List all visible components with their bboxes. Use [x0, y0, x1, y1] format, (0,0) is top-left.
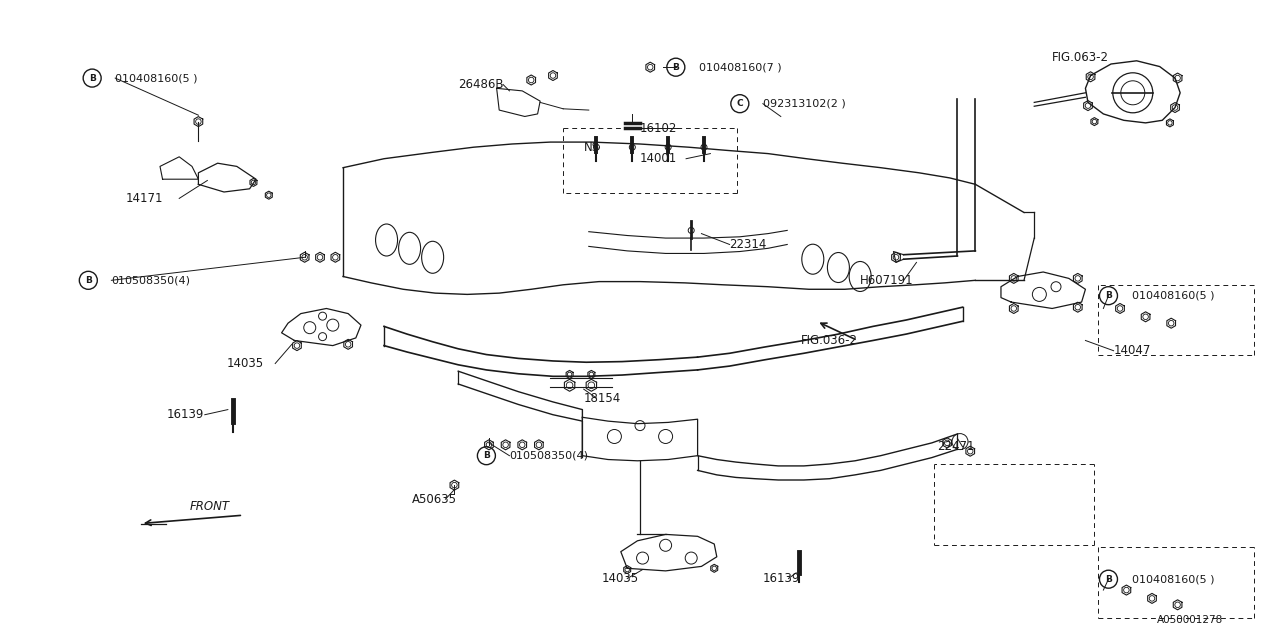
Text: NS: NS: [584, 141, 600, 154]
Text: FIG.063-2: FIG.063-2: [1052, 51, 1110, 64]
Text: B: B: [1105, 575, 1112, 584]
Text: 010408160(5 ): 010408160(5 ): [1132, 291, 1213, 301]
Text: B: B: [672, 63, 680, 72]
Text: FIG.036-2: FIG.036-2: [801, 334, 859, 347]
Text: 16139: 16139: [763, 572, 800, 585]
Text: 18154: 18154: [584, 392, 621, 404]
Text: 14035: 14035: [227, 357, 264, 370]
Text: FRONT: FRONT: [189, 500, 229, 513]
Text: B: B: [88, 74, 96, 83]
Text: 010508350(4): 010508350(4): [111, 275, 191, 285]
Text: B: B: [84, 276, 92, 285]
Text: 14047: 14047: [1114, 344, 1151, 357]
Text: B: B: [483, 451, 490, 460]
Text: 14001: 14001: [640, 152, 677, 165]
Text: 22314: 22314: [730, 238, 767, 251]
Text: 010408160(5 ): 010408160(5 ): [115, 73, 197, 83]
Text: A50635: A50635: [412, 493, 457, 506]
Text: B: B: [1105, 291, 1112, 300]
Text: H607191: H607191: [860, 274, 914, 287]
Text: 010508350(4): 010508350(4): [509, 451, 589, 461]
Text: 010408160(7 ): 010408160(7 ): [699, 62, 782, 72]
Text: A050001278: A050001278: [1157, 614, 1224, 625]
Text: 14171: 14171: [125, 192, 163, 205]
Text: 16139: 16139: [166, 408, 204, 421]
Text: 26486B: 26486B: [458, 78, 504, 91]
Text: 16102: 16102: [640, 122, 677, 134]
Text: 22471: 22471: [937, 440, 974, 453]
Text: 092313102(2 ): 092313102(2 ): [763, 99, 846, 109]
Text: C: C: [736, 99, 744, 108]
Text: 010408160(5 ): 010408160(5 ): [1132, 574, 1213, 584]
Text: 14035: 14035: [602, 572, 639, 585]
